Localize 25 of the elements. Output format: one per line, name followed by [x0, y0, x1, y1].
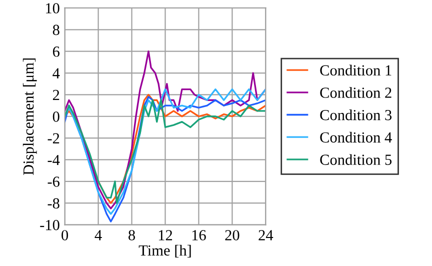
y-tick-label: 6 — [52, 46, 60, 57]
legend-label: Condition 3 — [320, 109, 392, 120]
y-tick-label: 10 — [46, 3, 60, 14]
y-tick-label: 0 — [52, 112, 60, 122]
y-tick-label: 8 — [52, 24, 60, 36]
y-tick-label: 4 — [52, 68, 60, 78]
x-tick-label: 0 — [62, 230, 68, 240]
x-tick-label: 4 — [94, 230, 102, 240]
y-tick-label: -10 — [40, 220, 60, 230]
x-tick-label: 12 — [158, 230, 172, 240]
y-tick-label: -6 — [48, 176, 60, 187]
y-tick-label: -4 — [48, 154, 60, 166]
x-tick-label: 20 — [225, 230, 240, 240]
legend-label: Condition 5 — [320, 154, 392, 165]
y-tick-label: -8 — [48, 198, 60, 209]
x-tick-label: 16 — [192, 230, 206, 240]
x-tick-label: 8 — [128, 230, 135, 240]
x-tick-label: 24 — [258, 230, 274, 240]
x-axis-title: Time [h] — [138, 244, 191, 258]
y-tick-label: 2 — [52, 90, 60, 100]
legend-label: Condition 4 — [320, 132, 392, 143]
legend-label: Condition 1 — [320, 64, 392, 76]
legend-label: Condition 2 — [320, 87, 392, 98]
y-tick-label: -2 — [48, 133, 60, 144]
y-axis-title: Displacement [μm] — [22, 58, 37, 175]
